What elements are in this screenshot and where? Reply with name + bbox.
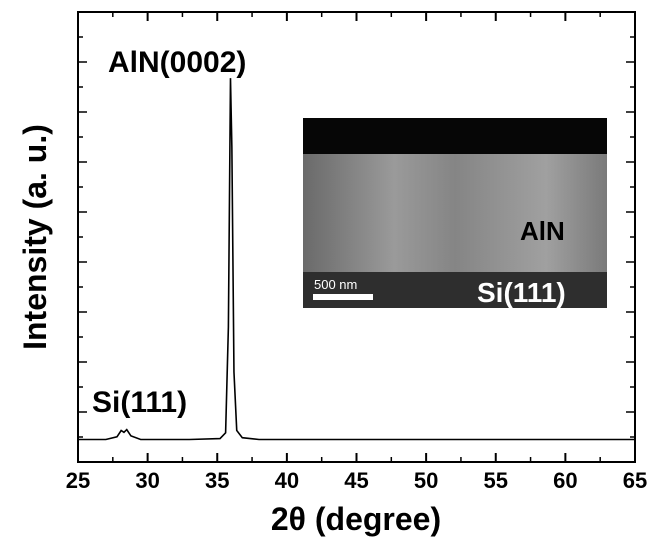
inset-label: AlN: [520, 216, 565, 246]
x-tick-label: 55: [484, 468, 508, 493]
annotation: Si(111): [92, 386, 187, 419]
x-tick-label: 60: [553, 468, 577, 493]
x-tick-label: 40: [275, 468, 299, 493]
annotation: AlN(0002): [108, 46, 246, 79]
x-tick-label: 50: [414, 468, 438, 493]
data-line: [78, 78, 635, 441]
scale-bar-label: 500 nm: [314, 277, 357, 292]
x-tick-label: 45: [344, 468, 368, 493]
x-tick-label: 30: [135, 468, 159, 493]
x-axis-title: 2θ (degree): [271, 501, 441, 537]
x-tick-label: 35: [205, 468, 229, 493]
y-axis-title: Intensity (a. u.): [17, 124, 53, 350]
x-tick-label: 65: [623, 468, 647, 493]
inset-label: Si(111): [477, 277, 566, 308]
x-tick-label: 25: [66, 468, 90, 493]
inset-image: AlN Si(111) 500 nm: [303, 118, 607, 308]
